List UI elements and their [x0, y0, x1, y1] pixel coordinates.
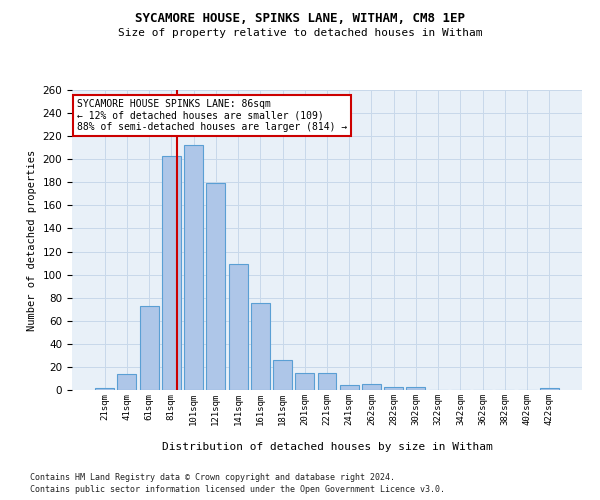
- Bar: [406, 386, 425, 390]
- Text: Contains public sector information licensed under the Open Government Licence v3: Contains public sector information licen…: [30, 485, 445, 494]
- Bar: [229, 264, 248, 390]
- Text: Distribution of detached houses by size in Witham: Distribution of detached houses by size …: [161, 442, 493, 452]
- Bar: [95, 388, 114, 390]
- Bar: [362, 384, 381, 390]
- Bar: [206, 184, 225, 390]
- Bar: [251, 304, 270, 390]
- Bar: [295, 372, 314, 390]
- Text: SYCAMORE HOUSE SPINKS LANE: 86sqm
← 12% of detached houses are smaller (109)
88%: SYCAMORE HOUSE SPINKS LANE: 86sqm ← 12% …: [77, 99, 347, 132]
- Bar: [118, 374, 136, 390]
- Y-axis label: Number of detached properties: Number of detached properties: [27, 150, 37, 330]
- Text: SYCAMORE HOUSE, SPINKS LANE, WITHAM, CM8 1EP: SYCAMORE HOUSE, SPINKS LANE, WITHAM, CM8…: [135, 12, 465, 26]
- Text: Size of property relative to detached houses in Witham: Size of property relative to detached ho…: [118, 28, 482, 38]
- Bar: [340, 386, 359, 390]
- Bar: [162, 156, 181, 390]
- Bar: [317, 372, 337, 390]
- Bar: [140, 306, 158, 390]
- Bar: [540, 388, 559, 390]
- Bar: [384, 386, 403, 390]
- Text: Contains HM Land Registry data © Crown copyright and database right 2024.: Contains HM Land Registry data © Crown c…: [30, 472, 395, 482]
- Bar: [184, 146, 203, 390]
- Bar: [273, 360, 292, 390]
